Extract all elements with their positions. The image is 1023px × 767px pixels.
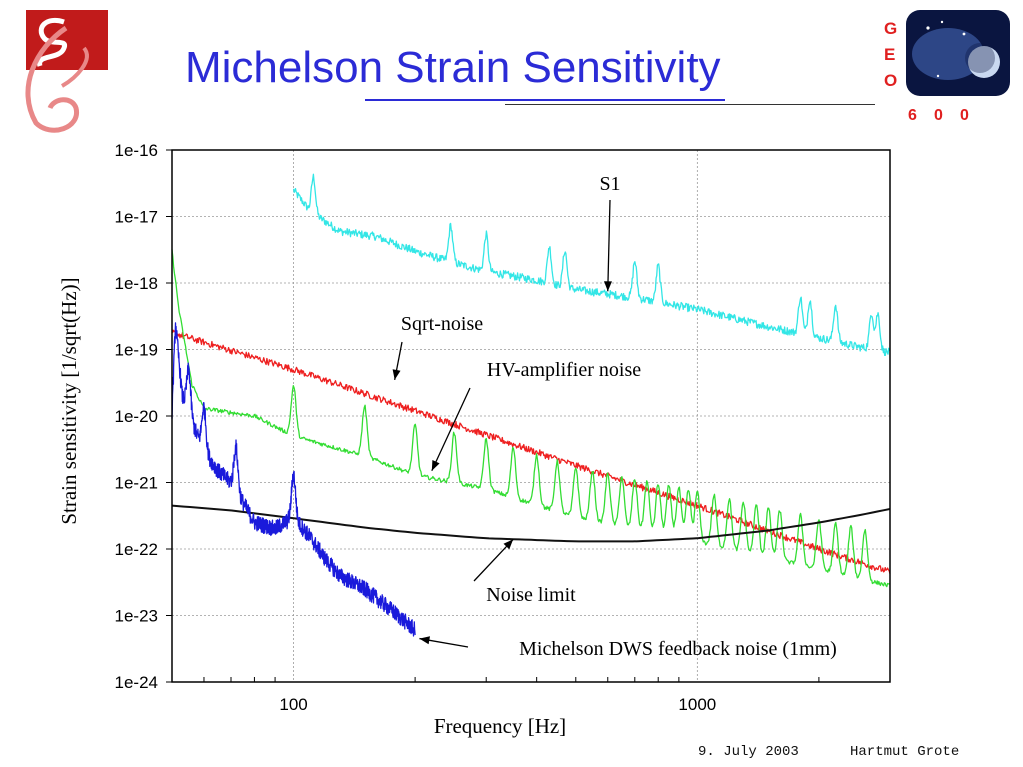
university-logo [6, 8, 116, 138]
series-layer [171, 173, 891, 637]
title-rule [505, 104, 875, 105]
y-tick-label: 1e-16 [115, 141, 158, 160]
series-line-noise-limit [171, 504, 891, 543]
y-tick-label: 1e-17 [115, 208, 158, 227]
geo600-digit: 0 [934, 107, 943, 124]
annotation-label: S1 [599, 173, 620, 195]
footer-author: Hartmut Grote [850, 744, 960, 760]
geo600-letter: E [884, 45, 895, 64]
y-axis-label: Strain sensitivity [1/sqrt(Hz)] [57, 277, 81, 524]
y-tick-label: 1e-19 [115, 341, 158, 360]
annotation-arrow [431, 387, 471, 472]
x-tick-label: 100 [279, 695, 307, 714]
annotation-arrowhead [503, 539, 514, 550]
geo600-digit: 6 [908, 107, 917, 124]
y-tick-label: 1e-20 [115, 407, 158, 426]
annotation-arrowhead [392, 369, 401, 380]
footer-date: 9. July 2003 [698, 744, 799, 760]
annotation-arrowhead [604, 281, 612, 292]
series-line-michelson-dws-feedback-noise-1mm [171, 322, 416, 637]
annotation-arrowhead [431, 460, 440, 471]
title-underline [365, 99, 725, 101]
annotation-label: HV-amplifier noise [487, 359, 641, 381]
series-line-s1 [292, 173, 891, 357]
annotation-arrowhead [419, 636, 430, 645]
geo600-digit: 0 [960, 107, 969, 124]
x-axis-label: Frequency [Hz] [434, 714, 566, 738]
geo600-letter: G [884, 19, 897, 38]
grid-layer [172, 149, 890, 683]
annotation-layer: S1 Sqrt-noise HV-amplifier noise Noise limi… [392, 173, 837, 660]
annotation-label: Michelson DWS feedback noise (1mm) [519, 638, 837, 660]
y-tick-label: 1e-22 [115, 540, 158, 559]
annotation-label: Noise limit [486, 584, 576, 606]
y-tick-label: 1e-24 [115, 673, 158, 692]
annotation-label: Sqrt-noise [401, 313, 483, 335]
tick-layer: 1e-24 1e-23 1e-22 1e-21 1e-20 1e-19 1e-18 1e-17… [115, 141, 891, 714]
geo600-letter: O [884, 71, 897, 90]
y-tick-label: 1e-21 [115, 474, 158, 493]
series-line-hv-amplifier-noise [171, 249, 890, 588]
annotation-arrow [607, 199, 611, 292]
slide-title: Michelson Strain Sensitivity [185, 43, 721, 92]
y-tick-label: 1e-18 [115, 274, 158, 293]
geo600-logo: G E O 6 0 0 [876, 4, 1016, 124]
y-tick-label: 1e-23 [115, 607, 158, 626]
x-tick-label: 1000 [678, 695, 716, 714]
